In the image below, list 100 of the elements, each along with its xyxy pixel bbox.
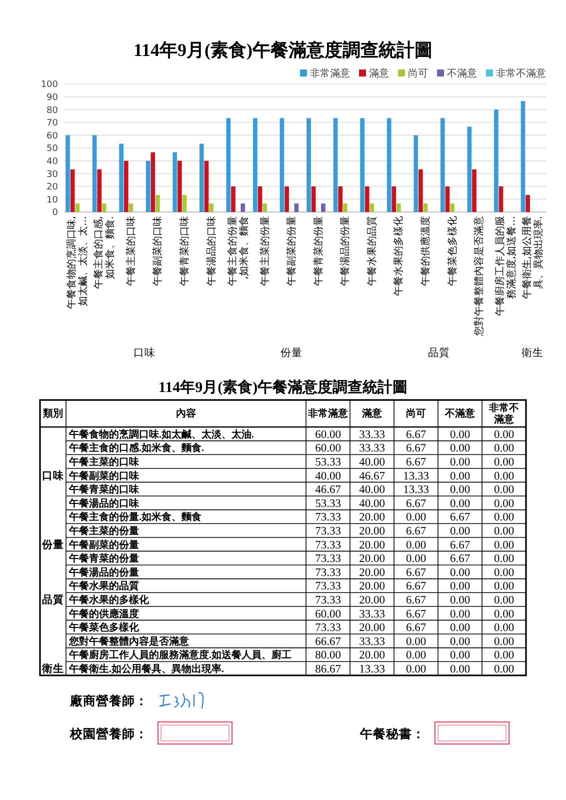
y-tick-label: 40	[46, 156, 58, 167]
bar	[311, 186, 316, 212]
x-tick-label: 午餐湯品的份量	[338, 216, 351, 286]
bar	[370, 203, 374, 212]
data-label: 0.00	[450, 664, 470, 676]
data-label: 33.33	[359, 442, 386, 455]
bar	[182, 194, 187, 212]
data-label: 0.00	[450, 484, 470, 496]
category-label: 午餐副菜的口味	[68, 470, 140, 482]
category-label: 午餐湯品的口味	[68, 497, 140, 510]
x-tick-label: 午餐青菜的份量	[312, 216, 324, 286]
data-label: 0.00	[450, 566, 470, 579]
text: 類別	[42, 407, 63, 419]
data-label: 0.00	[494, 498, 514, 510]
data-label: 0.00	[450, 498, 470, 510]
data-label: 20.00	[359, 594, 386, 607]
data-label: 13.33	[403, 470, 430, 482]
x-tick-label: 午餐副菜的口味	[151, 216, 164, 286]
y-tick-label: 0	[52, 208, 58, 218]
y-tick-label: 50	[46, 144, 58, 154]
data-label: 0.00	[494, 526, 514, 538]
data-label: 73.33	[315, 594, 342, 607]
text: 份量	[42, 540, 64, 551]
data-label: 20.00	[359, 512, 386, 524]
data-label: 0.00	[406, 650, 426, 662]
bar	[209, 203, 214, 212]
x-tick-label: 午餐衛生,如公用餐具、異物出現率.	[520, 216, 544, 300]
data-label: 33.33	[359, 636, 386, 648]
category-label: 午餐水果的品質	[68, 580, 139, 592]
data-label: 6.67	[406, 456, 426, 469]
bar	[178, 160, 182, 212]
data-label: 73.33	[315, 512, 342, 524]
data-label: 40.00	[359, 456, 386, 469]
bar	[526, 194, 530, 212]
data-label: 20.00	[359, 539, 386, 552]
bar	[97, 169, 102, 212]
data-label: 53.33	[315, 456, 342, 469]
data-label: 6.67	[450, 539, 470, 552]
bar	[392, 186, 396, 212]
data-label: 6.67	[406, 526, 426, 538]
bar	[360, 118, 364, 212]
bar	[396, 203, 401, 212]
category-label: 午餐青菜的份量	[68, 552, 139, 565]
data-label: 20.00	[359, 553, 386, 566]
data-label: 6.67	[406, 608, 426, 620]
data-label: 0.00	[406, 636, 426, 648]
bar	[386, 118, 392, 212]
data-label: 0.00	[494, 553, 514, 566]
category-label: 午餐菜色多樣化	[68, 622, 140, 634]
data-label: 0.00	[406, 664, 426, 676]
bar	[226, 118, 231, 212]
data-label: 6.67	[406, 442, 426, 455]
y-tick-label: 80	[46, 106, 58, 116]
data-label: 6.67	[406, 580, 426, 593]
data-label: 6.67	[406, 498, 426, 510]
bar	[262, 203, 267, 212]
bar	[414, 135, 418, 212]
text: 份量	[280, 347, 303, 359]
data-label: 73.33	[315, 580, 342, 593]
data-label: 0.00	[494, 428, 514, 441]
y-tick-label: 60	[46, 131, 58, 142]
bar	[498, 186, 504, 212]
data-label: 0.00	[406, 553, 426, 566]
data-label: 6.67	[406, 594, 426, 607]
x-tick-label: 午餐主食的口感,如米食、麵食.	[92, 216, 116, 290]
data-label: 0.00	[494, 636, 514, 648]
text: 不滿意	[444, 407, 476, 419]
data-label: 20.00	[359, 650, 386, 662]
data-label: 0.00	[494, 484, 514, 496]
data-label: 0.00	[450, 622, 470, 634]
data-label: 60.00	[315, 608, 342, 620]
x-tick-label: 午餐水果的品質	[365, 216, 378, 286]
data-label: 86.67	[315, 664, 342, 676]
bar	[258, 186, 262, 212]
text: 滿意	[361, 407, 383, 419]
text: 口味	[42, 470, 64, 482]
text: 品質	[428, 346, 450, 359]
data-label: 0.00	[450, 608, 470, 620]
chart-title: 114年9月(素食)午餐滿意度調查統計圖	[134, 40, 432, 60]
data-label: 80.00	[315, 650, 342, 662]
x-tick-label: 午餐主菜的口味	[124, 216, 136, 286]
bar	[240, 203, 246, 212]
text: 尚可	[406, 407, 426, 419]
category-label: 午餐的供應溫度	[68, 608, 139, 620]
bar	[92, 135, 97, 212]
bar	[520, 101, 526, 212]
bar	[66, 135, 70, 212]
data-label: 0.00	[494, 442, 514, 455]
y-tick-label: 30	[46, 170, 58, 180]
data-label: 0.00	[494, 594, 514, 607]
category-label: 午餐主食的口感.如米食、麵食.	[68, 442, 204, 454]
category-label: 午餐主菜的份量	[68, 525, 139, 537]
bar	[119, 144, 124, 212]
data-label: 0.00	[450, 594, 470, 607]
bar	[70, 169, 75, 212]
data-label: 20.00	[359, 566, 386, 579]
data-label: 20.00	[359, 580, 386, 593]
data-label: 0.00	[494, 580, 514, 593]
text: 非常不滿意	[488, 401, 519, 425]
text: 衛生	[42, 664, 64, 676]
